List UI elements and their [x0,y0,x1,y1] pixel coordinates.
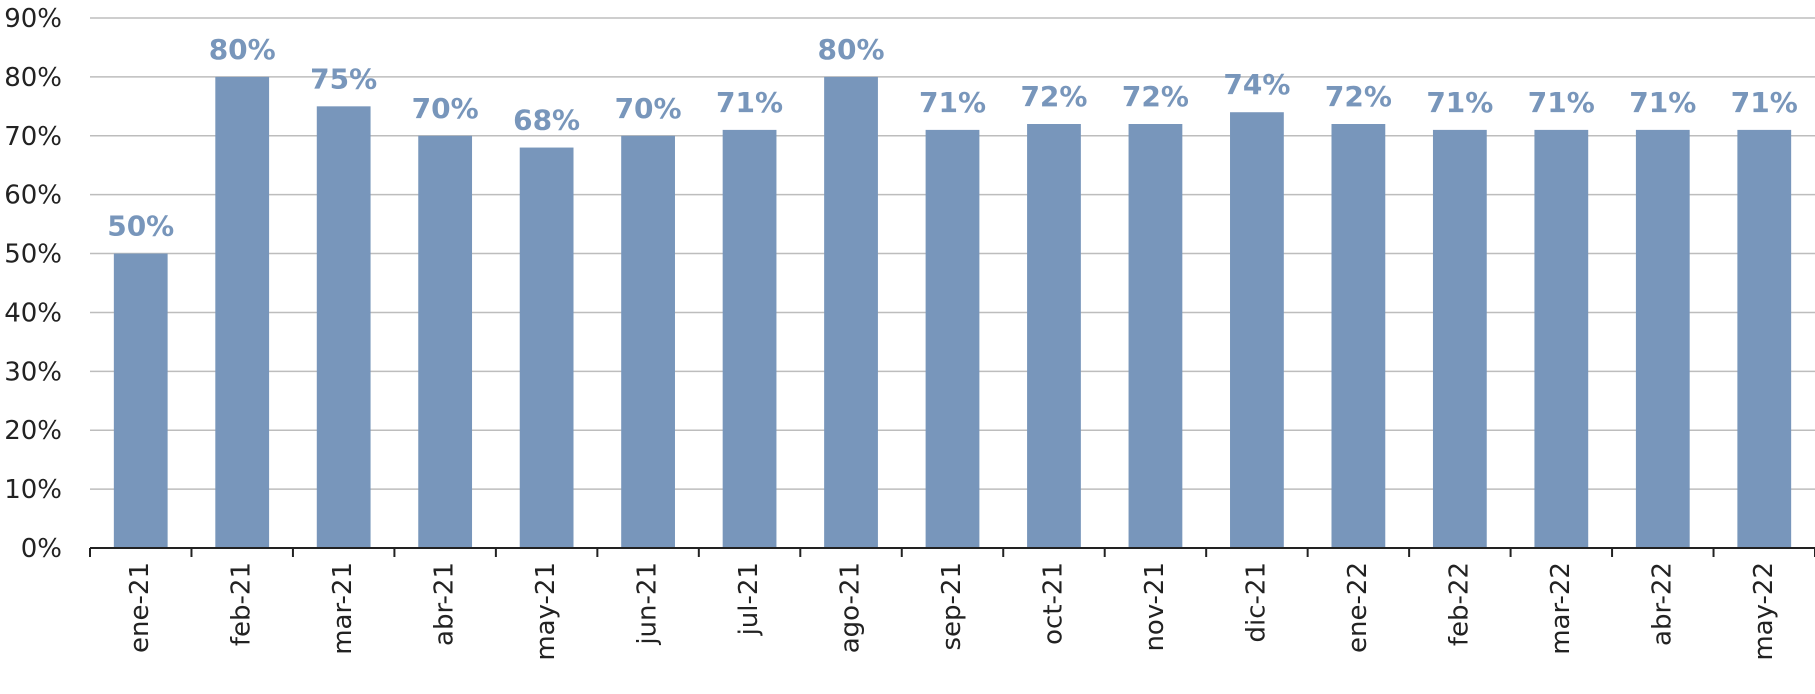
bar [1230,112,1284,548]
x-tick-label: ago-21 [836,562,866,653]
y-tick-label: 80% [4,63,62,93]
bar [418,135,473,548]
data-label: 50% [107,210,174,243]
x-tick-label: feb-21 [227,562,257,646]
bar [1534,129,1589,548]
x-tick-label: dic-21 [1241,562,1271,643]
x-axis: ene-21 feb-21 mar-21 abr-21 may-21 jun-21 jul-… [89,547,1815,661]
data-label: 80% [209,33,276,66]
bar [925,129,980,548]
y-tick-label: 90% [4,4,62,34]
bar [824,76,878,548]
data-label: 72% [1122,80,1189,113]
data-label: 71% [716,86,783,119]
y-tick-label: 40% [4,298,62,328]
bar [113,253,168,549]
data-label: 68% [513,104,580,137]
x-tick-label: mar-21 [328,562,358,655]
x-tick-label: abr-22 [1647,562,1677,646]
data-label: 80% [818,33,885,66]
x-tick-label: oct-21 [1038,562,1068,645]
x-tick-label: feb-22 [1444,562,1474,646]
bar [519,147,574,549]
x-tick-label: jul-21 [734,562,764,636]
y-tick-label: 50% [4,240,62,270]
bar [1331,124,1386,548]
x-tick-label: abr-21 [430,562,460,646]
bar [621,135,675,548]
data-label: 71% [1629,86,1696,119]
x-tick-label: jun-21 [633,562,663,646]
x-tick-label: mar-22 [1546,562,1576,655]
y-tick-label: 60% [4,181,62,211]
y-tick-label: 70% [4,122,62,152]
x-tick-label: nov-21 [1140,562,1170,652]
x-tick-label: may-22 [1749,562,1779,661]
x-tick-label: may-21 [531,562,561,661]
data-label: 72% [1325,80,1392,113]
bar [1432,129,1487,548]
data-label: 70% [615,92,682,125]
bar [215,76,270,548]
data-label: 72% [1020,80,1087,113]
y-tick-label: 30% [4,357,62,387]
data-label: 71% [1528,86,1595,119]
bar [1737,129,1792,548]
bar [1635,129,1690,548]
y-tick-label: 0% [21,534,62,564]
x-tick-label: ene-22 [1343,562,1373,653]
bar [316,106,371,548]
bar [1128,124,1183,548]
data-label: 74% [1223,68,1290,101]
x-tick-label: sep-21 [937,562,967,651]
data-label: 70% [412,92,479,125]
data-label: 71% [1731,86,1798,119]
x-tick-label: ene-21 [125,562,155,653]
y-tick-label: 10% [4,475,62,505]
data-labels: 50% 80% 75% 70% 68% 70% 71% 80% 71% 72% 72% 74% 72% 7… [107,33,1798,243]
y-axis-ticks: 0% 10% 20% 30% 40% 50% 60% 70% 80% 90% [4,4,62,564]
y-tick-label: 20% [4,416,62,446]
bar [1027,124,1081,548]
data-label: 71% [919,86,986,119]
data-label: 71% [1426,86,1493,119]
bars [113,76,1792,549]
data-label: 75% [310,62,377,95]
bar [722,129,777,548]
